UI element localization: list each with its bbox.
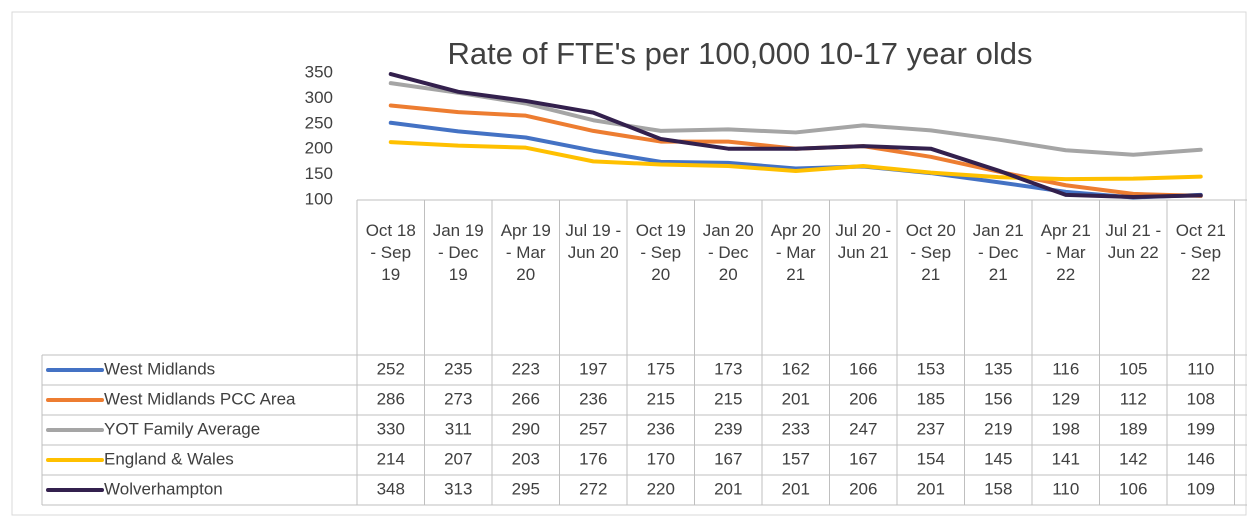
x-tick-label: Oct 21 - Sep 22 [1175, 221, 1226, 284]
table-value: 110 [1187, 359, 1214, 378]
table-value: 273 [444, 389, 472, 408]
table-value: 236 [647, 419, 675, 438]
table-value: 199 [1187, 419, 1215, 438]
x-tick-label: Oct 20 - Sep 21 [905, 221, 956, 284]
table-value: 167 [714, 449, 742, 468]
table-value: 233 [782, 419, 810, 438]
y-tick-label: 150 [305, 164, 333, 183]
table-value: 313 [444, 479, 472, 498]
table-value: 219 [984, 419, 1012, 438]
table-value: 185 [917, 389, 945, 408]
table-value: 206 [849, 479, 877, 498]
legend-label: YOT Family Average [104, 419, 260, 438]
table-value: 220 [647, 479, 675, 498]
x-tick-label: Jan 20 - Dec 20 [702, 221, 754, 284]
table-value: 295 [512, 479, 540, 498]
table-value: 153 [917, 359, 945, 378]
table-value: 237 [917, 419, 945, 438]
table-value: 348 [377, 479, 405, 498]
table-value: 170 [647, 449, 675, 468]
table-value: 156 [984, 389, 1012, 408]
table-value: 173 [714, 359, 742, 378]
table-value: 214 [377, 449, 405, 468]
table-value: 236 [579, 389, 607, 408]
series-line [388, 140, 1203, 182]
y-tick-label: 100 [305, 189, 333, 208]
x-tick-label: Jan 19 - Dec 19 [432, 221, 484, 284]
table-value: 108 [1187, 389, 1215, 408]
x-tick-label: Apr 20 - Mar 21 [770, 221, 821, 284]
y-tick-label: 250 [305, 113, 333, 132]
table-value: 201 [782, 479, 810, 498]
table-value: 206 [849, 389, 877, 408]
table-value: 162 [782, 359, 810, 378]
legend-label: Wolverhampton [104, 479, 223, 498]
table-value: 215 [647, 389, 675, 408]
table-value: 154 [917, 449, 945, 468]
table-value: 290 [512, 419, 540, 438]
table-value: 112 [1120, 389, 1147, 408]
series-line [388, 81, 1203, 157]
x-tick-label: Jul 21 - Jun 22 [1105, 221, 1162, 262]
table-value: 189 [1119, 419, 1147, 438]
table-value: 106 [1119, 479, 1147, 498]
x-tick-label: Jul 19 - Jun 20 [565, 221, 622, 262]
table-value: 203 [512, 449, 540, 468]
table-value: 223 [512, 359, 540, 378]
table-value: 235 [444, 359, 472, 378]
table-value: 142 [1119, 449, 1147, 468]
table-value: 166 [849, 359, 877, 378]
table-value: 198 [1052, 419, 1080, 438]
table-value: 146 [1187, 449, 1215, 468]
table-value: 158 [984, 479, 1012, 498]
table-value: 330 [377, 419, 405, 438]
table-value: 105 [1119, 359, 1147, 378]
y-tick-label: 200 [305, 139, 333, 158]
series-line [388, 120, 1203, 200]
legend-label: West Midlands PCC Area [104, 389, 296, 408]
y-tick-label: 300 [305, 88, 333, 107]
table-value: 272 [579, 479, 607, 498]
legend-label: West Midlands [104, 359, 215, 378]
x-tick-label: Oct 19 - Sep 20 [635, 221, 686, 284]
table-value: 116 [1052, 359, 1079, 378]
x-tick-label: Jul 20 - Jun 21 [835, 221, 892, 262]
y-tick-label: 350 [305, 62, 333, 81]
table-value: 201 [782, 389, 810, 408]
table-value: 207 [444, 449, 472, 468]
table-value: 141 [1052, 449, 1080, 468]
table-value: 167 [849, 449, 877, 468]
table-value: 286 [377, 389, 405, 408]
x-tick-label: Oct 18 - Sep 19 [365, 221, 416, 284]
table-value: 175 [647, 359, 675, 378]
table-value: 157 [782, 449, 810, 468]
series-line [388, 72, 1203, 199]
table-value: 135 [984, 359, 1012, 378]
table-value: 129 [1052, 389, 1080, 408]
x-tick-label: Apr 19 - Mar 20 [500, 221, 551, 284]
table-value: 145 [984, 449, 1012, 468]
x-tick-label: Jan 21 - Dec 21 [972, 221, 1024, 284]
table-value: 176 [579, 449, 607, 468]
table-value: 239 [714, 419, 742, 438]
table-value: 266 [512, 389, 540, 408]
legend-label: England & Wales [104, 449, 234, 468]
x-tick-label: Apr 21 - Mar 22 [1040, 221, 1091, 284]
table-value: 109 [1187, 479, 1215, 498]
table-value: 257 [579, 419, 607, 438]
table-value: 247 [849, 419, 877, 438]
table-value: 110 [1052, 479, 1079, 498]
table-value: 252 [377, 359, 405, 378]
table-value: 215 [714, 389, 742, 408]
chart-title: Rate of FTE's per 100,000 10-17 year old… [448, 36, 1033, 71]
table-value: 201 [917, 479, 945, 498]
table-value: 201 [714, 479, 742, 498]
table-value: 311 [445, 419, 472, 438]
table-value: 197 [579, 359, 607, 378]
chart-border [11, 11, 1247, 516]
